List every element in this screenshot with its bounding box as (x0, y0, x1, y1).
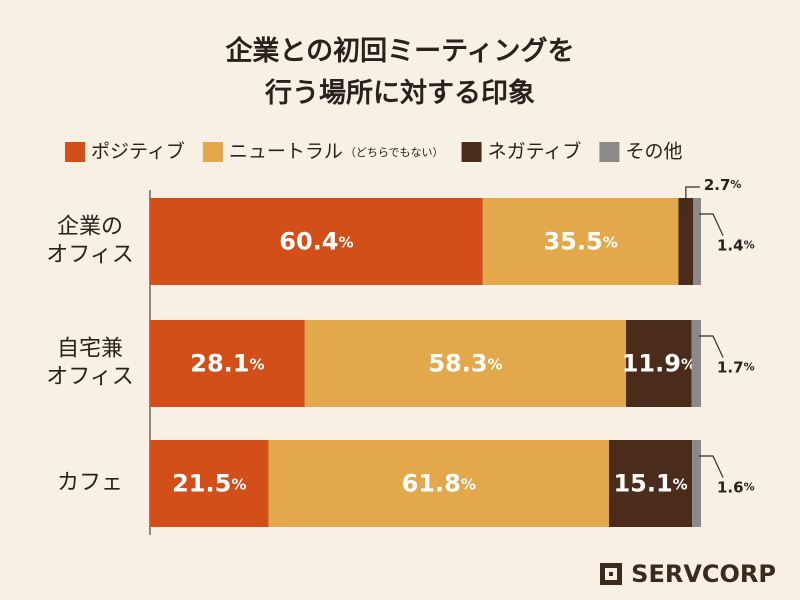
bar-segment (268, 440, 609, 527)
bar-segment (692, 440, 701, 527)
bar-segment (691, 320, 701, 407)
legend-swatch (599, 142, 620, 162)
y-tick-label: カフェ (57, 471, 123, 496)
legend-label: その他 (625, 141, 682, 163)
bar-segment (626, 320, 692, 407)
legend-swatch (202, 142, 223, 162)
bar-segment (150, 440, 269, 527)
value-label: 60.4% (279, 228, 353, 256)
logo: SERVCORP (600, 560, 776, 588)
leader-line (699, 455, 724, 478)
bar-segment (150, 320, 305, 407)
bar-segment (608, 440, 693, 527)
value-label: 1.6% (717, 478, 755, 496)
legend-swatch (65, 142, 85, 162)
value-label: 1.4% (717, 236, 755, 254)
legend-note: （どちらでもない） (345, 146, 444, 159)
y-tick-label: 企業のオフィス (46, 215, 134, 268)
bar-segment (150, 198, 483, 285)
legend-swatch (461, 142, 482, 162)
legend-label: ニュートラル (229, 141, 343, 163)
value-label: 28.1% (190, 350, 264, 378)
legend-label: ポジティブ (91, 140, 185, 163)
leader-line (699, 213, 724, 236)
legend-label: ネガティブ (488, 140, 582, 163)
logo-icon (609, 572, 613, 576)
bar-segment (693, 198, 701, 285)
chart-title: 企業との初回ミーティングを行う場所に対する印象 (225, 35, 574, 109)
value-label: 11.9% (622, 350, 696, 378)
value-label: 21.5% (172, 470, 246, 498)
value-label: 2.7% (704, 176, 742, 194)
bar-segment (304, 320, 627, 407)
value-label: 35.5% (543, 228, 617, 256)
leader-line (685, 186, 700, 216)
bar-segment (482, 198, 679, 285)
value-label: 61.8% (402, 470, 476, 498)
value-label: 15.1% (613, 470, 687, 498)
y-tick-label: 自宅兼オフィス (46, 337, 134, 390)
leader-line (699, 335, 724, 358)
bar-segment (678, 198, 694, 285)
logo-text: SERVCORP (631, 560, 776, 588)
value-label: 58.3% (428, 350, 502, 378)
value-label: 1.7% (717, 358, 755, 376)
